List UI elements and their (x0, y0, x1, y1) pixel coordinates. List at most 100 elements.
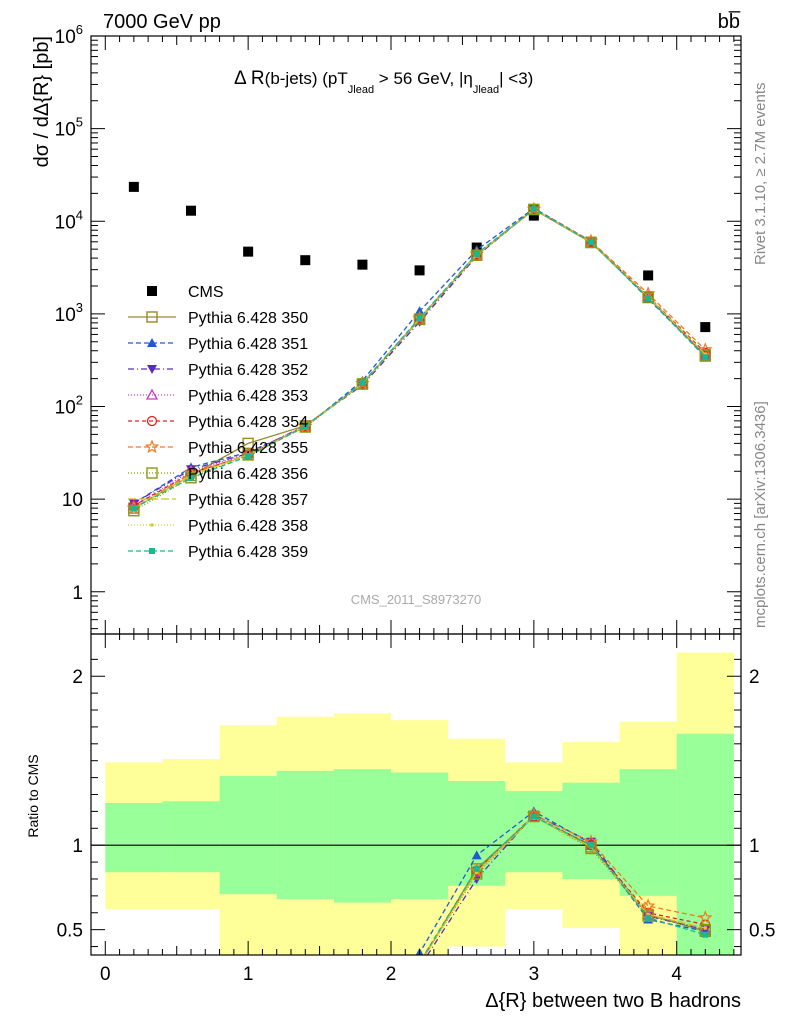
legend-marker (149, 548, 155, 554)
legend: CMS Pythia 6.428 350 Pythia 6.428 351 Pythi… (128, 284, 308, 561)
legend-entry: CMS (147, 284, 224, 301)
legend-marker (145, 388, 159, 400)
data-point (359, 379, 366, 386)
legend-label: Pythia 6.428 353 (188, 388, 308, 405)
legend-entry: Pythia 6.428 353 (128, 388, 308, 405)
x-axis-label: Δ{R} between two B hadrons (485, 990, 741, 1012)
series-pythia-354 (128, 204, 711, 511)
rivet-version-label: Rivet 3.1.10, ≥ 2.7M events (752, 83, 769, 266)
data-point (300, 255, 311, 266)
series-line (133, 208, 706, 509)
legend-label: Pythia 6.428 358 (188, 518, 308, 535)
inner-band-bin (505, 791, 563, 873)
legend-marker (147, 286, 157, 296)
series-line (133, 208, 706, 509)
ratio-line (424, 815, 706, 955)
series-line (133, 208, 706, 509)
header-energy: 7000 GeV pp (103, 11, 221, 33)
inner-band-bin (676, 733, 734, 955)
legend-label: Pythia 6.428 359 (188, 544, 308, 561)
data-point (698, 342, 713, 356)
y-tick-label: 106 (55, 22, 83, 48)
data-point (528, 203, 540, 216)
x-tick-label: 1 (243, 964, 254, 985)
data-point (357, 259, 368, 270)
y-tick-label: 1 (72, 583, 83, 604)
y-axis-label-main: dσ / dΔ{R} [pb] (31, 36, 53, 167)
legend-label: Pythia 6.428 350 (188, 310, 308, 327)
data-point (186, 465, 196, 475)
legend-entry: Pythia 6.428 355 (128, 439, 308, 457)
legend-marker (146, 467, 158, 479)
ratio-point (530, 813, 537, 820)
data-point (700, 322, 711, 333)
series-line (133, 208, 706, 509)
data-point (530, 206, 537, 213)
legend-label: CMS (188, 284, 224, 301)
ratio-point (471, 850, 482, 860)
ratio-point (588, 842, 594, 849)
data-point (473, 250, 480, 257)
ratio-y-tick-label: 0.5 (57, 921, 83, 942)
ratio-point (702, 931, 709, 938)
legend-label: Pythia 6.428 357 (188, 492, 308, 509)
data-point (242, 449, 254, 461)
ratio-point (528, 810, 540, 823)
data-point (130, 505, 137, 512)
y-tick-label: 10 (62, 490, 83, 511)
y-tick-label: 104 (55, 207, 83, 233)
axis-ticks: 1 10 102 103 104 105 106 0 1 2 3 4 0.5 0.5 1 1 2 2 (55, 22, 776, 985)
x-tick-label: 2 (386, 964, 397, 985)
inner-band-bin (276, 770, 334, 900)
ratio-point (645, 914, 652, 921)
header-process: bb̅ (718, 10, 741, 33)
data-point (243, 246, 254, 257)
ratio-point (640, 898, 656, 913)
series-line (133, 208, 706, 509)
inner-band-bin (162, 801, 220, 873)
legend-label: Pythia 6.428 355 (188, 440, 308, 457)
legend-entry: Pythia 6.428 352 (128, 362, 308, 379)
data-point (585, 236, 597, 249)
ratio-y-tick-label-right: 0.5 (749, 921, 775, 942)
x-tick-label: 0 (100, 964, 111, 985)
data-point (471, 249, 483, 261)
data-point (588, 238, 594, 245)
legend-entry: Pythia 6.428 354 (128, 414, 308, 431)
legend-label: Pythia 6.428 351 (188, 336, 308, 353)
data-point (302, 423, 309, 430)
legend-label: Pythia 6.428 354 (188, 414, 308, 431)
legend-marker (147, 365, 157, 374)
data-point (643, 270, 654, 281)
ratio-point (703, 926, 708, 930)
legend-marker (146, 311, 158, 323)
inner-band-bin (619, 769, 677, 896)
ratio-uncertainty-bands (105, 652, 734, 955)
y-tick-label: 102 (55, 393, 83, 419)
ratio-y-tick-label: 1 (72, 836, 83, 857)
legend-marker (146, 415, 158, 427)
legend-marker (147, 338, 157, 347)
inner-band-bin (219, 775, 277, 895)
inner-band-bin (333, 769, 391, 903)
legend-entry: Pythia 6.428 358 (128, 518, 308, 535)
legend-entry: Pythia 6.428 357 (128, 492, 308, 509)
data-point (645, 295, 652, 302)
data-point (186, 205, 196, 216)
data-point (702, 354, 709, 361)
ratio-series (415, 806, 713, 955)
legend-entry: Pythia 6.428 350 (128, 310, 308, 327)
ratio-y-tick-label-right: 2 (749, 667, 760, 688)
analysis-watermark: CMS_2011_S8973270 (351, 592, 482, 607)
x-tick-label: 3 (529, 964, 540, 985)
legend-marker (144, 439, 160, 454)
data-point (299, 421, 311, 433)
ratio-series-359 (423, 813, 709, 955)
series-pythia-359 (130, 206, 709, 512)
plot-title: Δ R(b-jets) (pTJlead > 56 GeV, |ηJlead| … (234, 68, 533, 96)
y-axis-label-ratio: Ratio to CMS (25, 754, 41, 837)
x-tick-label: 4 (671, 964, 682, 985)
data-point (356, 378, 369, 390)
legend-entry: Pythia 6.428 359 (128, 544, 308, 561)
